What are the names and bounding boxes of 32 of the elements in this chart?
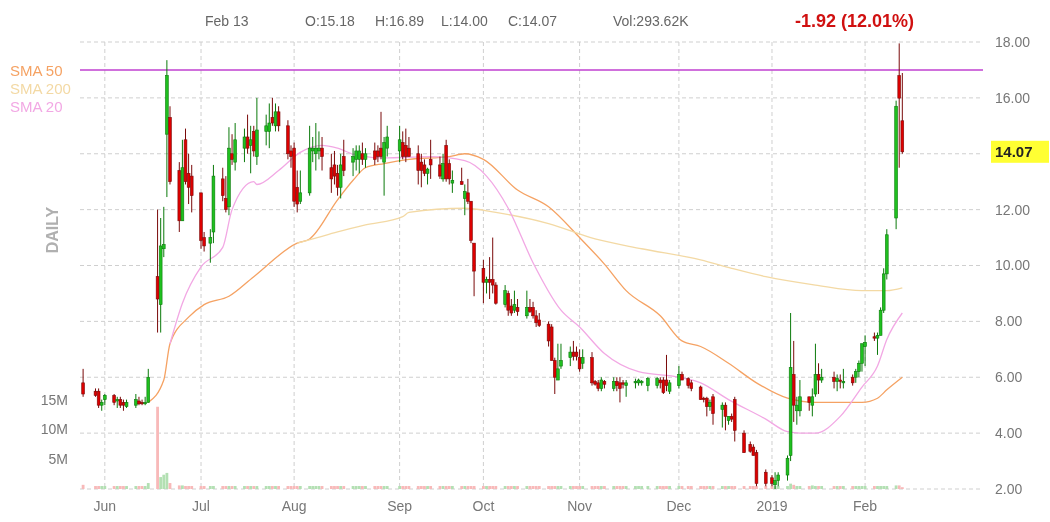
x-tick-label: Nov [567, 498, 593, 514]
text: H:16.89 [375, 13, 425, 29]
text: SMA 200 [10, 80, 71, 97]
x-tick-label: Oct [472, 498, 495, 514]
text: Vol:293.62K [613, 13, 690, 29]
y-tick-label: 10.00 [995, 257, 1031, 274]
y-tick-label: 18.00 [995, 33, 1031, 50]
y2-tick-label: 5M [48, 451, 68, 468]
y2-tick-label: 10M [40, 421, 68, 438]
x-tick-label: Sep [387, 498, 413, 514]
y2-tick-label: 15M [40, 391, 68, 408]
x-tick-label: 2019 [756, 498, 788, 514]
text: C:14.07 [508, 13, 558, 29]
text: SMA 20 [10, 98, 63, 115]
text: Feb 13 [205, 13, 249, 29]
text: DAILY [44, 206, 61, 254]
y-tick-label: 16.00 [995, 89, 1031, 106]
text: SMA 50 [10, 62, 63, 79]
text: -1.92 (12.01%) [795, 11, 915, 31]
text: 14.07 [995, 143, 1033, 161]
y-tick-label: 2.00 [995, 480, 1023, 497]
y-tick-label: 12.00 [995, 201, 1031, 218]
x-tick-label: Aug [281, 498, 307, 514]
y-tick-label: 4.00 [995, 425, 1023, 442]
y-tick-label: 8.00 [995, 313, 1023, 330]
x-tick-label: Jul [192, 498, 210, 514]
x-tick-label: Dec [666, 498, 692, 514]
x-tick-label: Jun [93, 498, 117, 514]
text: L:14.00 [441, 13, 488, 29]
text: O:15.18 [305, 13, 356, 29]
y-tick-label: 6.00 [995, 369, 1023, 386]
x-tick-label: Feb [853, 498, 878, 514]
